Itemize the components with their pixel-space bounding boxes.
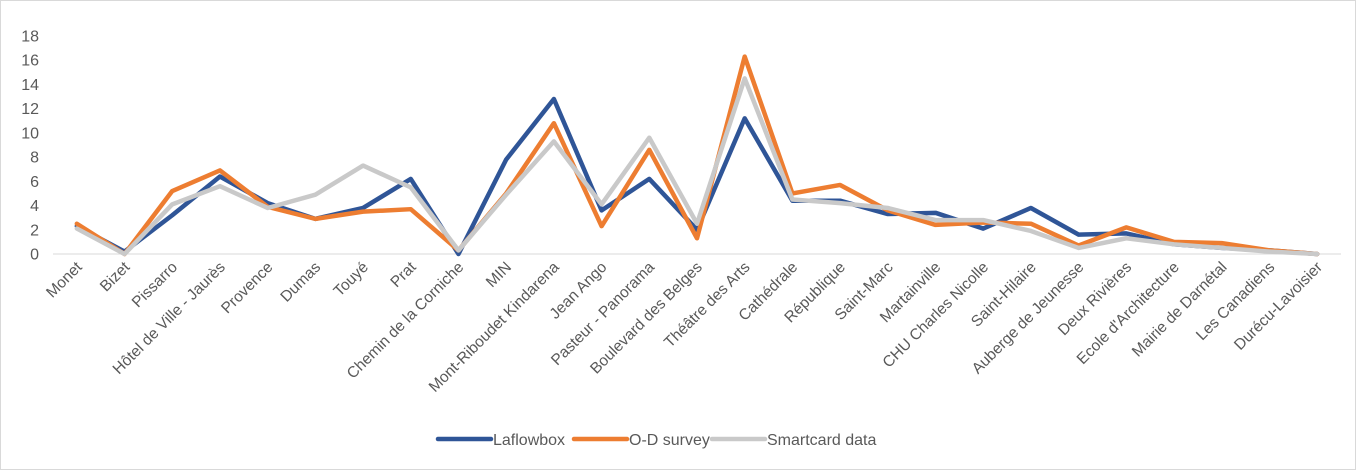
x-tick-label: Durécu-Lavoisier [1231,259,1326,354]
legend: Laflowbox O-D survey Smartcard data [435,432,876,449]
series-line-2 [74,54,1320,257]
x-tick-label: Bizet [97,258,134,295]
y-tick-label: 14 [21,77,39,94]
legend-label: Laflowbox [493,432,565,449]
series-line-3 [74,76,1320,257]
legend-label: Smartcard data [767,432,876,449]
y-axis: 0 2 4 6 8 10 12 14 16 18 [21,29,39,264]
y-tick-label: 0 [30,247,39,264]
series-lines [74,54,1320,257]
x-tick-label: Prat [387,258,420,291]
x-tick-label: Théâtre des Arts [661,259,754,352]
y-tick-label: 18 [21,29,39,46]
y-tick-label: 10 [21,125,39,142]
x-tick-label: Provence [218,259,276,317]
x-tick-label: Dumas [277,259,324,306]
y-tick-label: 4 [30,198,39,215]
x-tick-label: MIN [483,259,515,291]
y-tick-label: 2 [30,222,39,239]
x-tick-label: Touyé [331,259,372,300]
y-tick-label: 16 [21,53,39,70]
y-tick-label: 8 [30,150,39,167]
y-tick-label: 6 [30,174,39,191]
legend-label: O-D survey [629,432,710,449]
x-tick-label: Monet [43,258,86,301]
y-tick-label: 12 [21,101,39,118]
